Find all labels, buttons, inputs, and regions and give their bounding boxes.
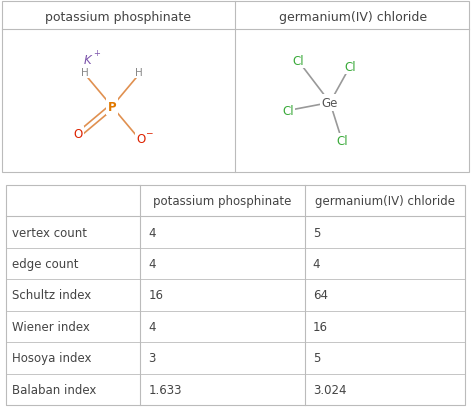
Text: 4: 4	[148, 226, 156, 239]
Text: Schultz index: Schultz index	[12, 289, 91, 302]
Text: Hosoya index: Hosoya index	[12, 351, 91, 365]
Text: K: K	[84, 54, 92, 67]
Text: 5: 5	[313, 351, 320, 365]
Text: 4: 4	[148, 320, 156, 333]
Text: 5: 5	[313, 226, 320, 239]
Text: Cl: Cl	[336, 135, 348, 147]
Text: 16: 16	[313, 320, 328, 333]
Text: P: P	[108, 101, 116, 114]
Text: +: +	[94, 49, 100, 58]
Text: 4: 4	[313, 257, 320, 271]
Text: Cl: Cl	[344, 61, 356, 74]
Text: Wiener index: Wiener index	[12, 320, 90, 333]
Text: edge count: edge count	[12, 257, 78, 271]
Text: H: H	[81, 68, 89, 78]
Text: potassium phosphinate: potassium phosphinate	[154, 195, 292, 208]
Text: 3.024: 3.024	[313, 383, 346, 396]
Text: −: −	[145, 128, 153, 137]
Text: 3: 3	[148, 351, 156, 365]
Text: O: O	[137, 133, 146, 146]
Text: vertex count: vertex count	[12, 226, 87, 239]
Text: Cl: Cl	[292, 55, 304, 68]
Text: potassium phosphinate: potassium phosphinate	[45, 11, 191, 24]
Text: Cl: Cl	[282, 105, 294, 118]
Text: 4: 4	[148, 257, 156, 271]
Text: O: O	[73, 128, 82, 141]
Text: 64: 64	[313, 289, 328, 302]
Text: Balaban index: Balaban index	[12, 383, 96, 396]
Text: H: H	[135, 68, 143, 78]
Text: germanium(IV) chloride: germanium(IV) chloride	[279, 11, 427, 24]
Text: Ge: Ge	[322, 97, 338, 110]
Text: 16: 16	[148, 289, 163, 302]
Text: germanium(IV) chloride: germanium(IV) chloride	[315, 195, 455, 208]
Text: 1.633: 1.633	[148, 383, 182, 396]
